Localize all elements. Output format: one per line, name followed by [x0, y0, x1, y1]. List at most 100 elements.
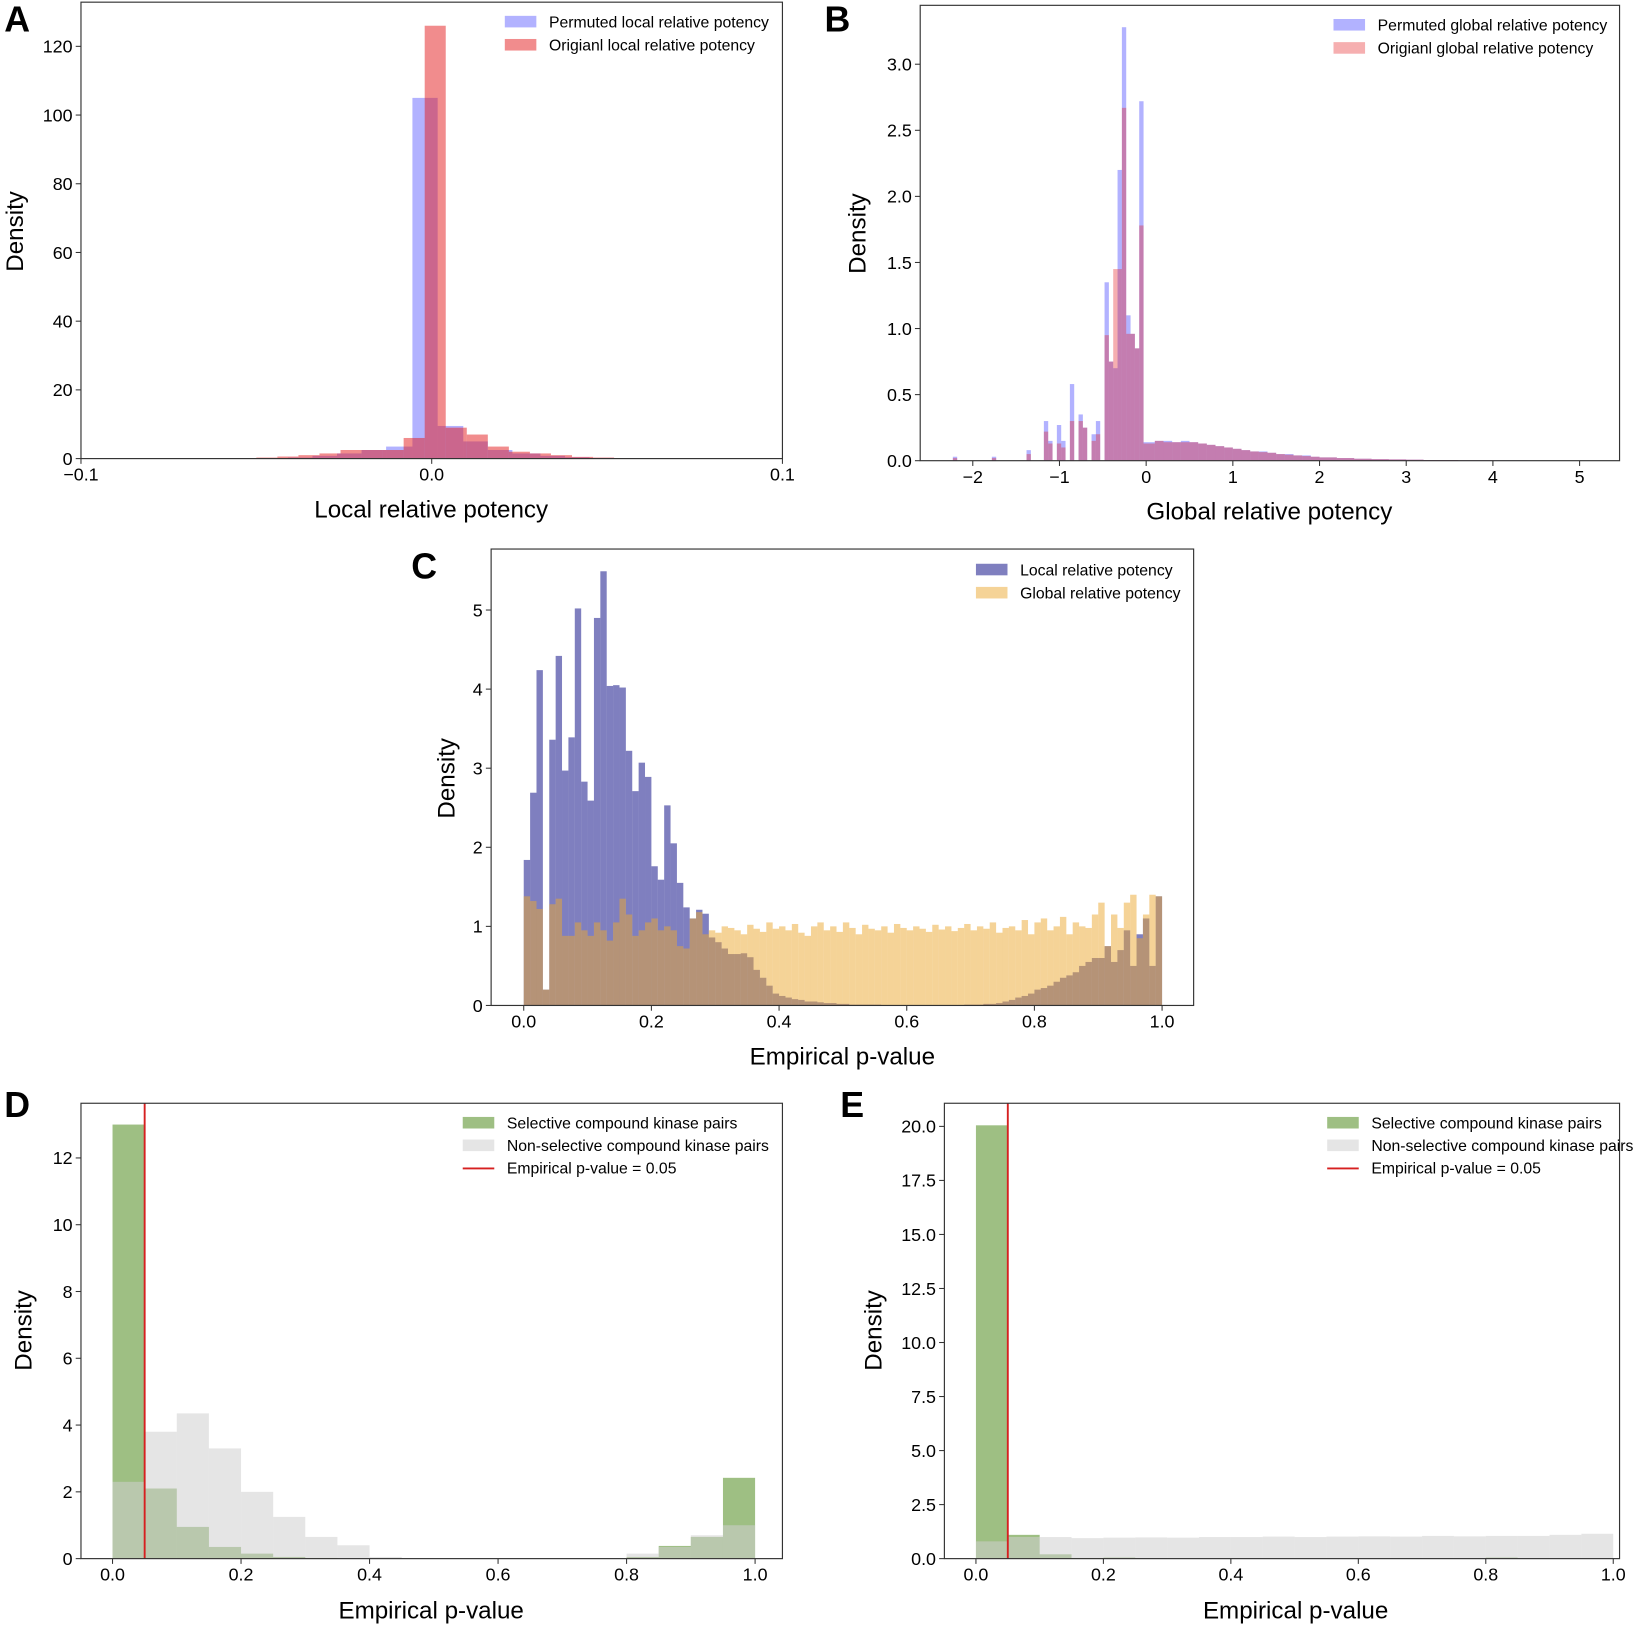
histogram-bar — [1117, 169, 1122, 461]
histogram-bar — [619, 687, 626, 1006]
histogram-bar — [508, 451, 530, 459]
histogram-bar — [600, 571, 607, 1006]
histogram-bar — [715, 932, 722, 1006]
histogram-bar — [369, 1556, 402, 1559]
histogram-bar — [1581, 1533, 1614, 1559]
y-axis-label: Density — [860, 1289, 887, 1371]
histogram-bar — [779, 926, 786, 1006]
y-tick-label: 2.0 — [887, 187, 912, 207]
x-tick-label: −2 — [963, 467, 983, 487]
histogram-bar — [1026, 450, 1031, 461]
x-axis-label: Local relative potency — [314, 496, 549, 523]
y-tick-label: 40 — [53, 311, 73, 331]
histogram-bar — [1072, 922, 1080, 1006]
histogram-bar — [613, 922, 620, 1006]
histogram-bar — [951, 931, 958, 1006]
histogram-bar — [1276, 454, 1285, 461]
y-tick-label: 12.5 — [901, 1279, 936, 1299]
legend-swatch — [1333, 42, 1366, 54]
y-tick-label: 6 — [63, 1349, 73, 1369]
histogram-bar — [1319, 457, 1337, 461]
histogram-bar — [298, 455, 320, 459]
histogram-bar — [208, 1448, 242, 1559]
histogram-bar — [952, 456, 958, 461]
histogram-bar — [1040, 918, 1048, 1006]
x-tick-label: 4 — [1488, 467, 1498, 487]
y-tick-label: 4 — [63, 1415, 73, 1435]
x-tick-label: 0.8 — [1022, 1012, 1047, 1032]
histogram-bar — [1302, 456, 1311, 461]
histogram-bar — [581, 781, 588, 1006]
series-e-1 — [975, 1533, 1614, 1559]
histogram-bar — [874, 930, 882, 1006]
panel-e: 0.0 0.2 0.4 0.6 0.8 1.0 0.0 2.5 5.0 7.5 10.0 12.5 15… — [860, 1102, 1633, 1625]
histogram-bar — [1126, 315, 1131, 461]
y-tick-label: 3.0 — [887, 55, 912, 75]
histogram-bar — [625, 750, 633, 1006]
histogram-bar — [1095, 421, 1101, 461]
histogram-bar — [1082, 427, 1088, 461]
histogram-bar — [613, 685, 620, 1006]
histogram-bar — [734, 930, 741, 1006]
histogram-bar — [382, 450, 404, 459]
x-tick-label: 0.8 — [1473, 1565, 1498, 1585]
histogram-bar — [1121, 107, 1127, 461]
histogram-bar — [1206, 444, 1216, 461]
panel-a: −0.1 0.0 0.1 0 20 40 60 80 100 120 Local relative … — [2, 1, 795, 523]
y-tick-label: 2.5 — [887, 121, 912, 141]
y-tick-label: 20 — [53, 380, 73, 400]
histogram-bar — [1104, 335, 1109, 461]
histogram-bar — [1053, 926, 1060, 1006]
legend-label: Permuted global relative potency — [1378, 18, 1608, 35]
histogram-bar — [1276, 454, 1285, 461]
histogram-bar — [842, 922, 850, 1006]
histogram-bar — [600, 930, 607, 1006]
histogram-bar — [830, 926, 837, 1006]
histogram-bar — [1059, 916, 1067, 1006]
histogram-bar — [1149, 894, 1156, 1006]
histogram-bar — [810, 926, 818, 1006]
histogram-bar — [772, 928, 780, 1006]
y-tick-label: 100 — [43, 105, 73, 125]
panel-c: 0.0 0.2 0.4 0.6 0.8 1.0 0 1 2 3 4 5 Empirical p-valu… — [433, 548, 1195, 1070]
histogram-bar — [144, 1431, 177, 1559]
histogram-bar — [1250, 451, 1259, 461]
histogram-bar — [996, 932, 1003, 1006]
y-tick-label: 1.0 — [887, 319, 912, 339]
histogram-bar — [555, 898, 563, 1006]
histogram-bar — [523, 896, 531, 1006]
y-axis-label: Density — [11, 1289, 38, 1371]
x-tick-label: 0.2 — [1091, 1565, 1116, 1585]
histogram-bar — [983, 928, 990, 1006]
histogram-bar — [1047, 930, 1054, 1006]
legend-label: Origianl global relative potency — [1378, 41, 1594, 58]
histogram-bar — [1091, 434, 1096, 461]
legend-label: Permuted local relative potency — [549, 14, 769, 31]
x-tick-label: 0.6 — [894, 1012, 919, 1032]
histogram-bar — [976, 926, 984, 1006]
histogram-bar — [1336, 458, 1355, 461]
y-tick-label: 3 — [473, 759, 483, 779]
histogram-bar — [1258, 452, 1268, 461]
histogram-bar — [664, 805, 671, 1006]
legend-swatch — [1327, 1139, 1359, 1152]
series-d-1 — [112, 1413, 756, 1559]
histogram-bar — [273, 1516, 306, 1559]
x-tick-label: 5 — [1575, 467, 1585, 487]
histogram-bar — [1267, 452, 1277, 461]
histogram-bar — [549, 739, 556, 1006]
panel-label-b: B — [825, 0, 851, 40]
histogram-bar — [1066, 934, 1073, 1006]
histogram-bar — [1180, 442, 1190, 461]
histogram-bar — [785, 930, 792, 1006]
legend-swatch — [975, 563, 1008, 576]
legend-swatch — [462, 1116, 495, 1129]
y-tick-label: 20.0 — [901, 1117, 936, 1137]
series-b-0 — [952, 27, 1528, 461]
histogram-bar — [593, 617, 601, 1006]
histogram-bar — [176, 1413, 209, 1559]
histogram-bar — [1224, 447, 1233, 461]
x-tick-label: 0.0 — [964, 1565, 989, 1585]
histogram-bar — [836, 931, 843, 1006]
histogram-bar — [804, 935, 811, 1006]
